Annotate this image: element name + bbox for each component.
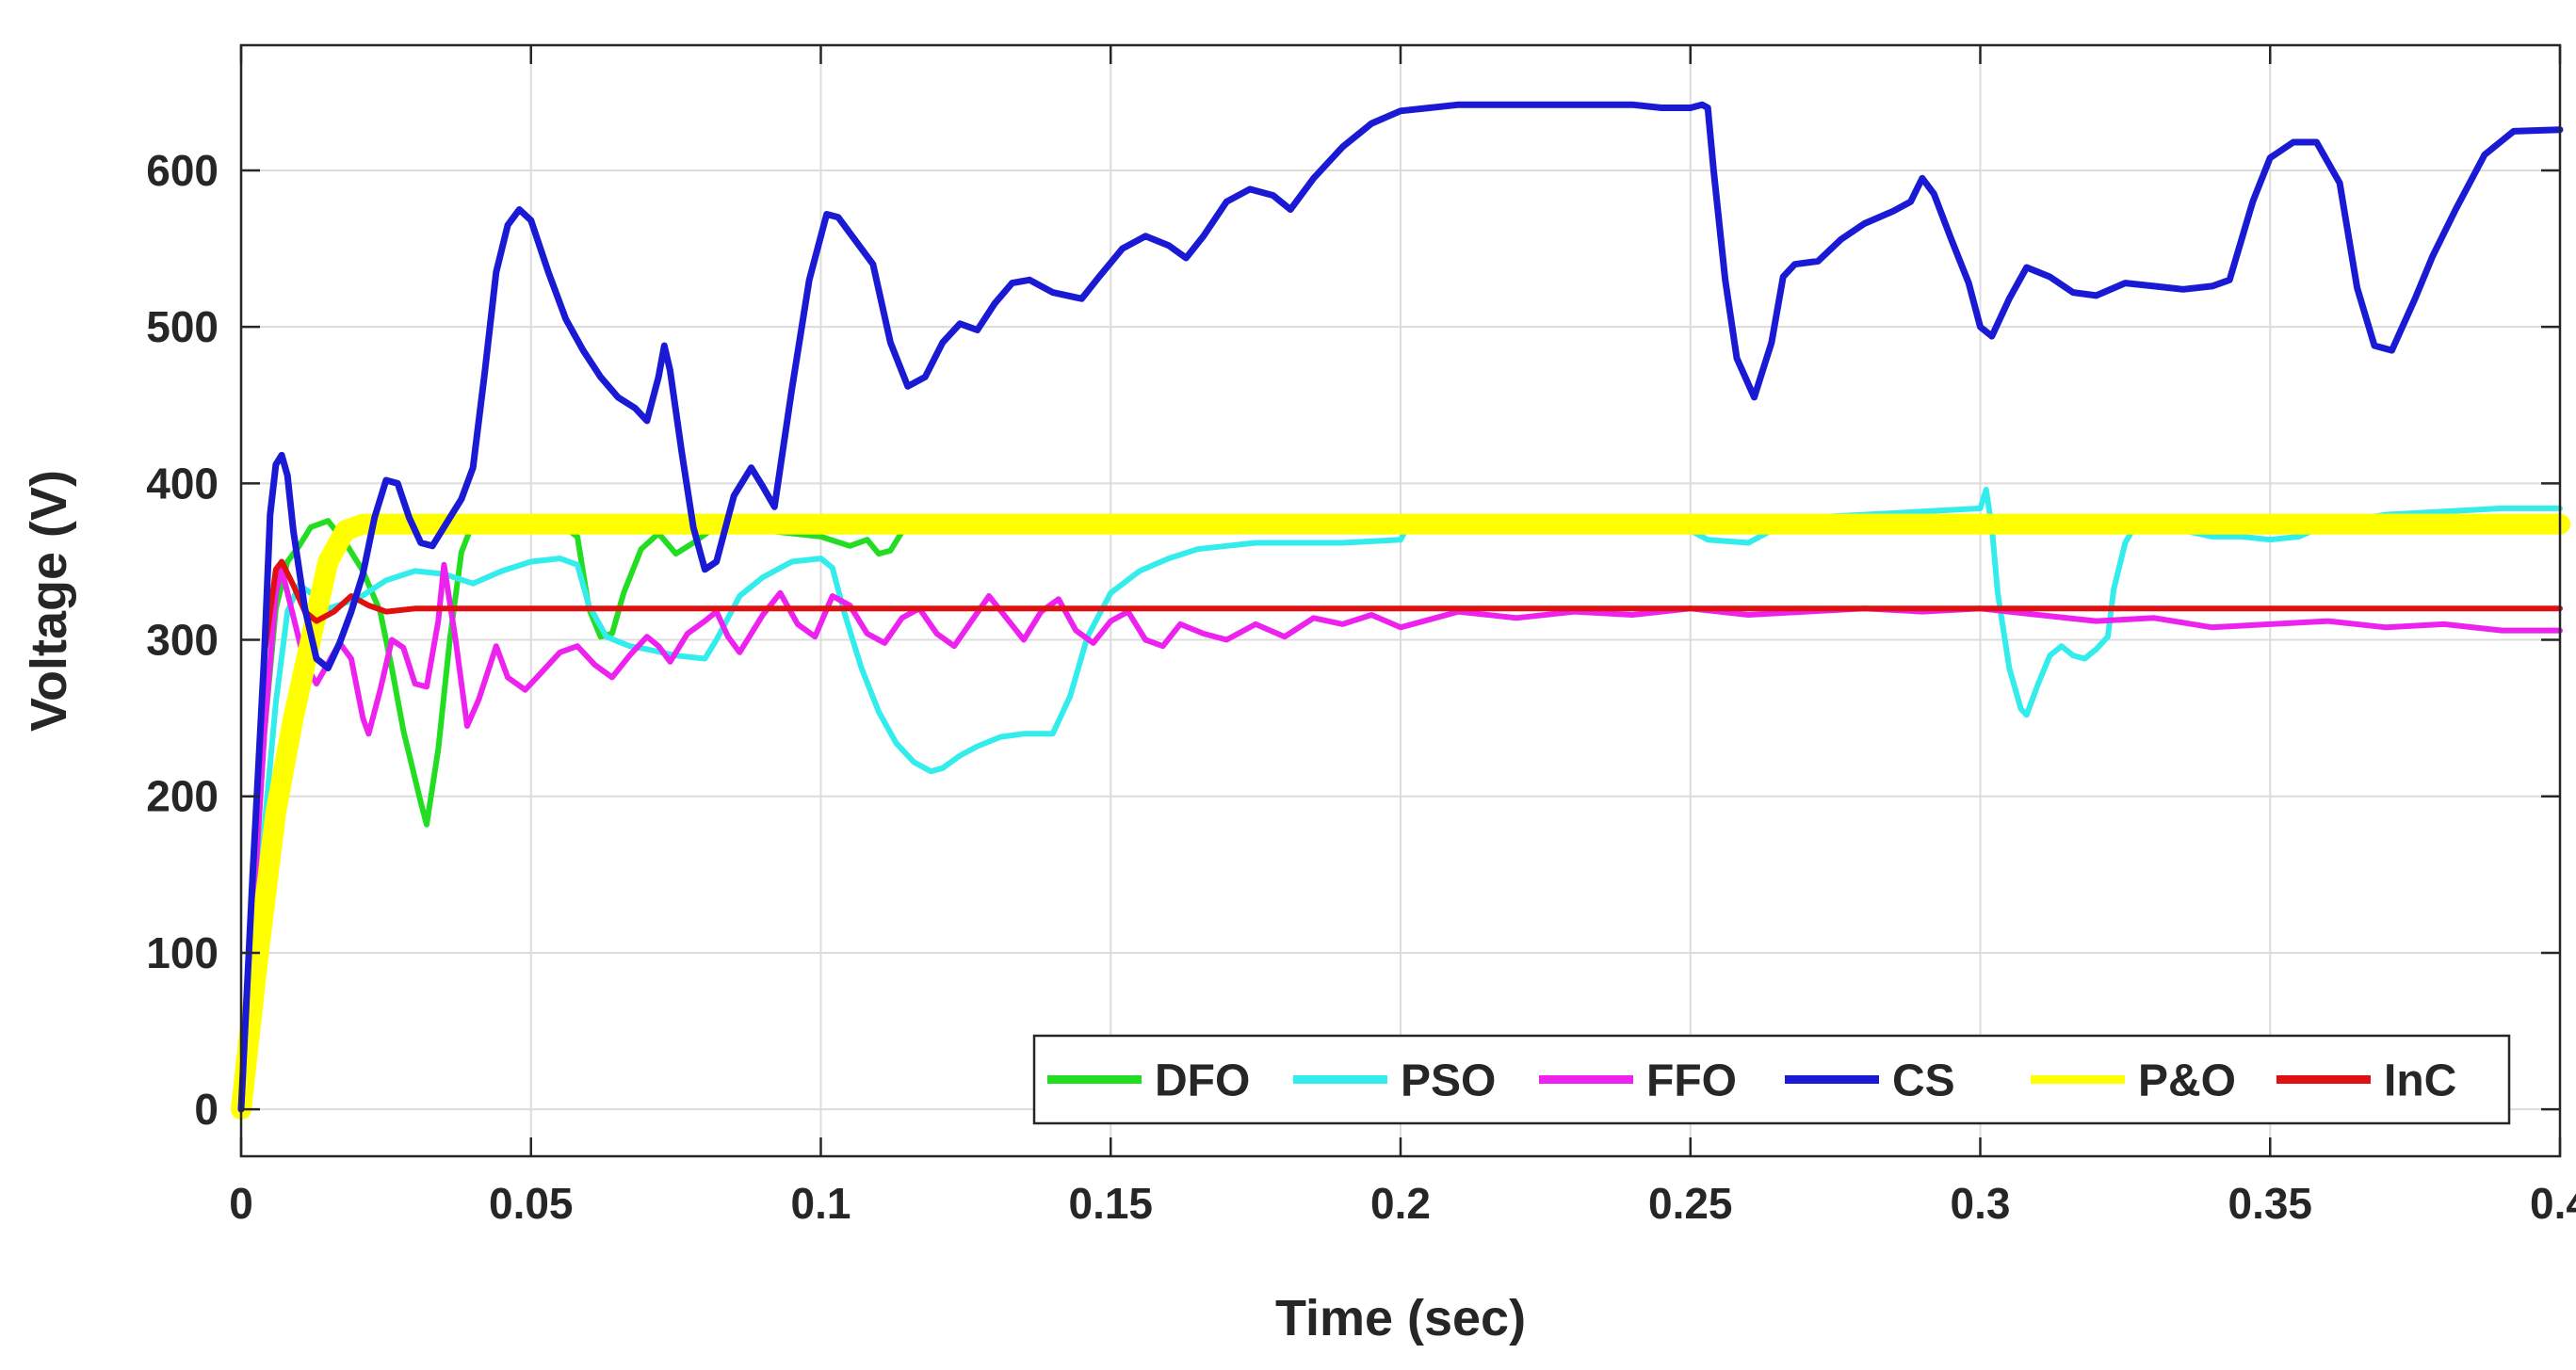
- legend-label-p-o: P&O: [2138, 1056, 2236, 1106]
- series-line-cs: [237, 101, 2564, 1113]
- x-tick-label: 0.4: [2530, 1179, 2576, 1228]
- y-tick-label: 400: [146, 459, 219, 508]
- x-tick-label: 0.2: [1370, 1179, 1431, 1228]
- legend-label-ffo: FFO: [1646, 1056, 1737, 1106]
- legend-box: [1032, 1034, 2511, 1125]
- y-tick-label: 0: [194, 1085, 219, 1134]
- series-line-pso: [238, 487, 2563, 1113]
- series-layer: [231, 101, 2570, 1120]
- y-tick-label: 200: [146, 772, 219, 821]
- x-tick-label: 0.3: [1951, 1179, 2011, 1228]
- y-tick-label: 100: [146, 928, 219, 977]
- y-tick-label: 600: [146, 146, 219, 195]
- y-tick-label: 300: [146, 616, 219, 665]
- x-tick-label: 0.25: [1648, 1179, 1733, 1228]
- legend-label-inc: InC: [2384, 1056, 2456, 1106]
- series-line-ffo: [238, 561, 2563, 1113]
- legend-label-pso: PSO: [1401, 1056, 1496, 1106]
- ticks: [239, 45, 2562, 1156]
- legend-label-cs: CS: [1892, 1056, 1955, 1106]
- legend: DFO PSO FFO CS P&O InC: [1032, 1034, 2511, 1125]
- grid: [240, 45, 2561, 1156]
- y-axis-label: Voltage (V): [21, 470, 77, 732]
- x-axis-label: Time (sec): [1275, 1290, 1526, 1346]
- x-tick-label: 0.35: [2228, 1179, 2312, 1228]
- x-tick-label: 0.1: [791, 1179, 851, 1228]
- tick-labels: 0 0.05 0.1 0.15 0.2 0.25 0.3 0.35 0.4 0 100 200 300 4…: [146, 146, 2576, 1228]
- series-line-inc: [238, 558, 2563, 1113]
- y-tick-label: 500: [146, 302, 219, 351]
- x-tick-label: 0.15: [1068, 1179, 1153, 1228]
- x-tick-label: 0: [229, 1179, 253, 1228]
- legend-label-dfo: DFO: [1155, 1056, 1250, 1106]
- x-tick-label: 0.05: [489, 1179, 574, 1228]
